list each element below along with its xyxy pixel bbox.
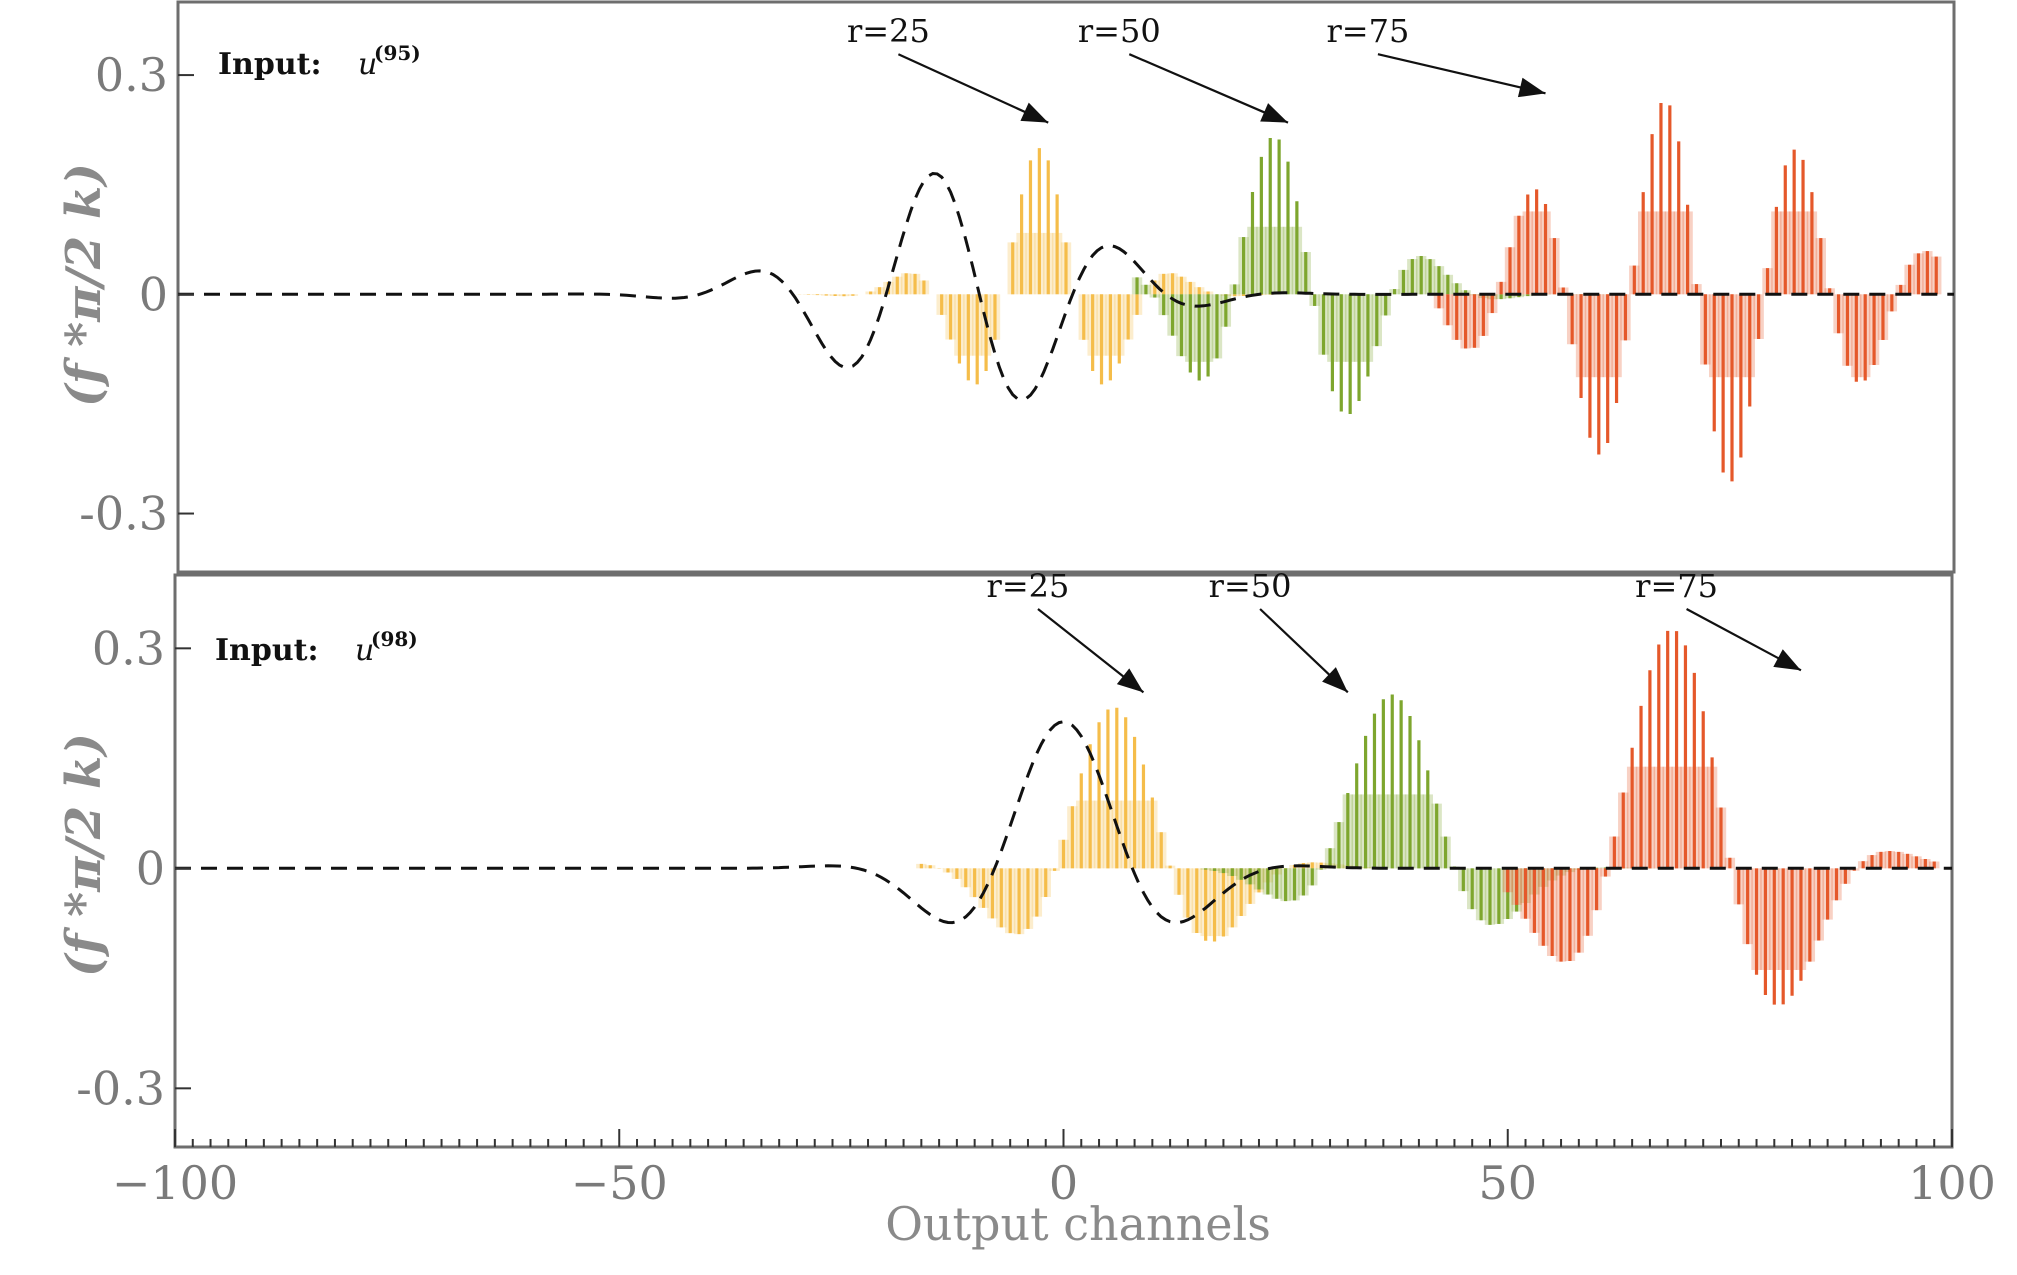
panel-bottom-y-ticks: 0.3 0 -0.3 bbox=[76, 621, 191, 1115]
x-tick-label: −100 bbox=[112, 1156, 238, 1210]
panel-bottom-dashed-curve bbox=[175, 720, 1952, 925]
panel-top: r=25 r=50 r=75 0.3 0 -0.3 Input: u (95) (f *… bbox=[56, 0, 1956, 574]
y-tick-label: -0.3 bbox=[79, 487, 168, 541]
y-tick-label: 0.3 bbox=[95, 48, 168, 102]
annotation-arrow bbox=[1128, 53, 1289, 124]
panel-top-annotations: r=25 r=50 r=75 bbox=[847, 12, 1546, 124]
panel-bottom-y-label: (f *π/2 k) bbox=[56, 733, 112, 977]
panel-bottom-bars bbox=[916, 630, 1940, 1005]
x-tick-label: 0 bbox=[1049, 1156, 1078, 1210]
annotation-arrow bbox=[1377, 53, 1546, 95]
annotation-arrowhead bbox=[1260, 103, 1288, 123]
panel-bottom: r=25 r=50 r=75 0.3 0 -0.3 Input: u (98) (f *… bbox=[56, 567, 1954, 1149]
x-axis: −100 −50 0 50 100 bbox=[112, 1129, 1996, 1210]
panel-top-dashed-curve bbox=[178, 171, 1954, 402]
x-tick-label: −50 bbox=[571, 1156, 668, 1210]
annotation-arrow bbox=[897, 53, 1049, 124]
series-r=75 bbox=[1502, 630, 1940, 1005]
annotation-label: r=75 bbox=[1327, 12, 1410, 50]
annotation-arrowhead bbox=[1020, 102, 1049, 123]
panel-bottom-input-var: u bbox=[355, 633, 374, 668]
series-r=50 bbox=[1131, 138, 1755, 415]
panel-top-input-var: u bbox=[358, 47, 377, 82]
annotation-arrowhead bbox=[1773, 649, 1801, 671]
y-tick-label: 0.3 bbox=[92, 621, 165, 675]
annotation-arrowhead bbox=[1322, 667, 1348, 693]
annotation-arrowhead bbox=[1517, 77, 1546, 98]
x-axis-label: Output channels bbox=[885, 1197, 1271, 1251]
annotation-arrowhead bbox=[1116, 668, 1144, 693]
panel-top-y-label: (f *π/2 k) bbox=[56, 163, 112, 407]
annotation-label: r=25 bbox=[847, 12, 930, 50]
annotation-label: r=75 bbox=[1635, 567, 1718, 605]
panel-bottom-annotations: r=25 r=50 r=75 bbox=[987, 567, 1802, 694]
panel-top-bars bbox=[794, 103, 1942, 482]
annotation-label: r=25 bbox=[987, 567, 1070, 605]
panel-top-frame bbox=[176, 0, 1956, 574]
panel-bottom-input-label: Input: bbox=[215, 633, 319, 668]
y-tick-label: 0 bbox=[139, 267, 168, 321]
panel-bottom-input-sup: (98) bbox=[371, 627, 418, 651]
panel-top-input-label: Input: bbox=[218, 47, 322, 82]
y-tick-label: 0 bbox=[136, 841, 165, 895]
y-tick-label: -0.3 bbox=[76, 1061, 165, 1115]
panel-top-y-ticks: 0.3 0 -0.3 bbox=[79, 48, 194, 541]
x-tick-label: 50 bbox=[1478, 1156, 1537, 1210]
panel-top-input-sup: (95) bbox=[374, 41, 421, 65]
series-r=75 bbox=[1433, 103, 1942, 482]
series-r=25 bbox=[794, 148, 1423, 385]
x-tick-label: 100 bbox=[1908, 1156, 1996, 1210]
annotation-label: r=50 bbox=[1209, 567, 1292, 605]
annotation-label: r=50 bbox=[1078, 12, 1161, 50]
series-r=50 bbox=[1200, 694, 1691, 925]
